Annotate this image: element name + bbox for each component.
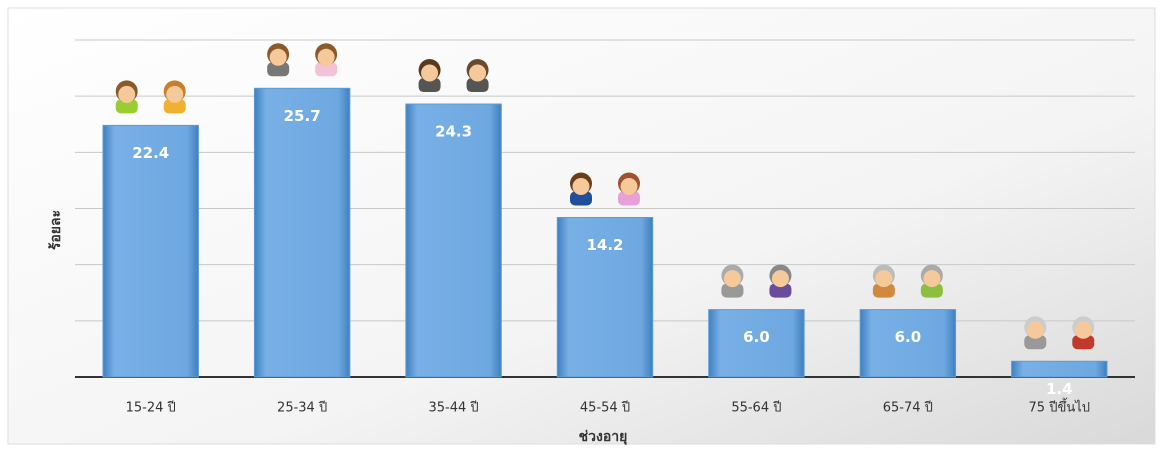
bar <box>254 88 349 377</box>
bar <box>103 125 198 377</box>
y-axis-title: ร้อยละ <box>48 210 64 250</box>
value-label: 25.7 <box>284 107 321 125</box>
chart: ร้อยละ ช่วงอายุ 15-24 ปี 22.4 25-34 ปี 25.7… <box>0 0 1163 452</box>
person-icon <box>1027 322 1044 339</box>
person-icon <box>621 178 638 195</box>
x-tick-label: 25-34 ปี <box>277 400 327 416</box>
person-icon <box>724 270 741 287</box>
value-label: 6.0 <box>895 328 922 346</box>
value-label: 1.4 <box>1046 380 1073 398</box>
person-icon <box>923 270 940 287</box>
value-label: 24.3 <box>435 123 472 141</box>
x-tick-label: 55-64 ปี <box>731 400 781 416</box>
person-icon <box>875 270 892 287</box>
x-tick-label: 45-54 ปี <box>580 400 630 416</box>
person-icon <box>1075 322 1092 339</box>
person-icon <box>421 65 438 82</box>
person-icon <box>469 65 486 82</box>
value-label: 22.4 <box>132 144 169 162</box>
person-icon <box>573 178 590 195</box>
x-tick-label: 15-24 ปี <box>126 400 176 416</box>
x-tick-label: 35-44 ปี <box>428 400 478 416</box>
person-icon <box>118 86 135 103</box>
person-icon <box>166 86 183 103</box>
x-axis-title: ช่วงอายุ <box>579 429 628 445</box>
value-label: 14.2 <box>586 236 623 254</box>
x-tick-label: 65-74 ปี <box>883 400 933 416</box>
person-icon <box>318 49 335 66</box>
person-icon <box>270 49 287 66</box>
person-icon <box>772 270 789 287</box>
bar <box>1012 361 1107 377</box>
x-tick-label: 75 ปีขึ้นไป <box>1029 398 1091 416</box>
bar <box>406 104 501 377</box>
value-label: 6.0 <box>743 328 770 346</box>
